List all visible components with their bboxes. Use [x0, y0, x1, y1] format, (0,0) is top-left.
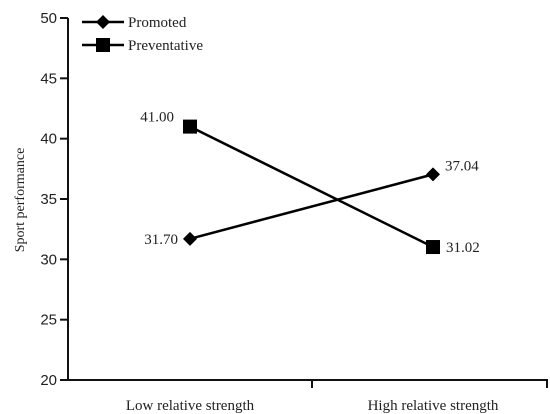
- data-label: 31.02: [446, 240, 480, 256]
- chart-legend: Promoted Preventative: [82, 15, 203, 54]
- y-tick-label: 30: [40, 251, 57, 268]
- data-label: 41.00: [140, 110, 174, 126]
- data-point-promoted: [183, 232, 197, 246]
- y-tick-label: 20: [40, 372, 57, 389]
- y-tick-label: 45: [40, 70, 57, 87]
- legend-label: Promoted: [128, 15, 187, 31]
- y-tick-label: 25: [40, 312, 57, 329]
- data-label: 37.04: [445, 158, 479, 174]
- legend-label: Preventative: [128, 38, 203, 54]
- data-point-preventative: [183, 120, 197, 134]
- chart-series: [183, 120, 440, 254]
- data-point-preventative: [426, 240, 440, 254]
- y-tick-label: 35: [40, 191, 57, 208]
- y-tick-label: 50: [40, 10, 57, 27]
- legend-marker-promoted: [96, 15, 110, 29]
- x-category-label: High relative strength: [368, 398, 499, 414]
- y-tick-label: 40: [40, 131, 57, 148]
- data-label: 31.70: [144, 232, 178, 248]
- legend-marker-preventative: [96, 38, 110, 52]
- y-axis-title: Sport performance: [13, 148, 28, 253]
- x-category-label: Low relative strength: [126, 398, 255, 414]
- data-point-promoted: [426, 167, 440, 181]
